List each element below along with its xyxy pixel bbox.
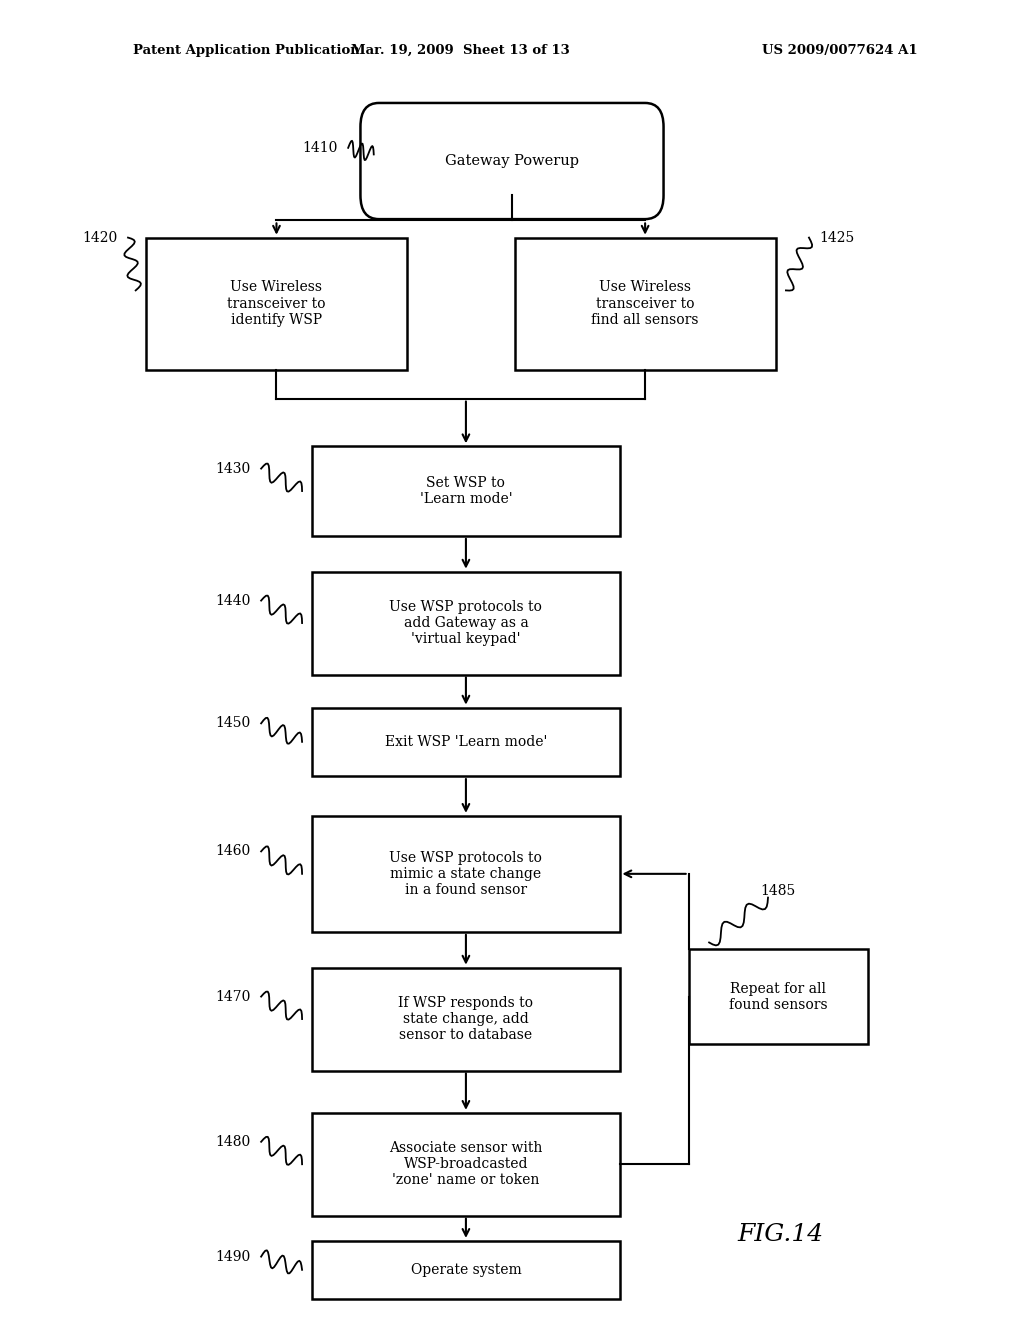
Text: 1485: 1485 — [761, 884, 796, 898]
Text: 1420: 1420 — [83, 231, 118, 244]
Text: Mar. 19, 2009  Sheet 13 of 13: Mar. 19, 2009 Sheet 13 of 13 — [351, 44, 570, 57]
Text: Gateway Powerup: Gateway Powerup — [445, 154, 579, 168]
Bar — [312, 1113, 620, 1216]
Bar — [312, 1241, 620, 1299]
FancyBboxPatch shape — [360, 103, 664, 219]
Bar — [514, 238, 776, 370]
Text: US 2009/0077624 A1: US 2009/0077624 A1 — [762, 44, 918, 57]
Bar — [312, 446, 620, 536]
Text: If WSP responds to
state change, add
sensor to database: If WSP responds to state change, add sen… — [398, 995, 534, 1043]
Text: Use WSP protocols to
add Gateway as a
'virtual keypad': Use WSP protocols to add Gateway as a 'v… — [389, 599, 543, 647]
Bar — [312, 816, 620, 932]
Text: 1460: 1460 — [216, 845, 251, 858]
Text: Set WSP to
'Learn mode': Set WSP to 'Learn mode' — [420, 477, 512, 506]
Bar — [312, 968, 620, 1071]
Text: 1450: 1450 — [216, 717, 251, 730]
Text: 1480: 1480 — [216, 1135, 251, 1148]
Bar — [312, 572, 620, 675]
Text: 1430: 1430 — [216, 462, 251, 475]
Text: 1490: 1490 — [216, 1250, 251, 1263]
Text: Use Wireless
transceiver to
identify WSP: Use Wireless transceiver to identify WSP — [227, 280, 326, 327]
Text: Patent Application Publication: Patent Application Publication — [133, 44, 359, 57]
Text: 1470: 1470 — [215, 990, 251, 1003]
Text: 1440: 1440 — [215, 594, 251, 607]
Text: Use WSP protocols to
mimic a state change
in a found sensor: Use WSP protocols to mimic a state chang… — [389, 850, 543, 898]
Bar — [312, 708, 620, 776]
Text: FIG.14: FIG.14 — [737, 1222, 823, 1246]
Text: Operate system: Operate system — [411, 1263, 521, 1276]
Text: Exit WSP 'Learn mode': Exit WSP 'Learn mode' — [385, 735, 547, 748]
Text: Repeat for all
found sensors: Repeat for all found sensors — [729, 982, 827, 1011]
Bar — [146, 238, 408, 370]
Bar — [688, 949, 867, 1044]
Text: Associate sensor with
WSP-broadcasted
'zone' name or token: Associate sensor with WSP-broadcasted 'z… — [389, 1140, 543, 1188]
Text: 1410: 1410 — [302, 141, 338, 154]
Text: 1425: 1425 — [819, 231, 854, 244]
Text: Use Wireless
transceiver to
find all sensors: Use Wireless transceiver to find all sen… — [592, 280, 698, 327]
